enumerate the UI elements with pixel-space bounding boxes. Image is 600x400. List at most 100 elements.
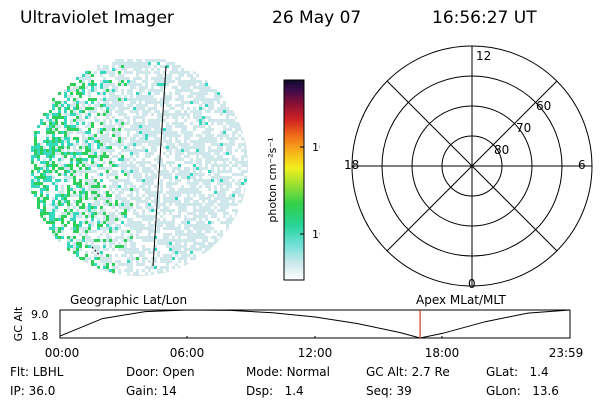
disk-pixel bbox=[166, 245, 169, 248]
disk-pixel bbox=[121, 89, 124, 92]
disk-pixel bbox=[205, 137, 208, 140]
disk-pixel bbox=[169, 248, 172, 251]
disk-pixel bbox=[238, 179, 241, 182]
disk-pixel bbox=[112, 65, 115, 68]
disk-pixel bbox=[148, 206, 151, 209]
disk-pixel bbox=[142, 257, 145, 260]
disk-pixel bbox=[133, 188, 136, 191]
colorbar-tick-label-10: 10 bbox=[312, 228, 320, 241]
disk-pixel bbox=[196, 203, 199, 206]
disk-pixel bbox=[151, 170, 154, 173]
disk-pixel bbox=[229, 128, 232, 131]
disk-pixel bbox=[166, 77, 169, 80]
disk-pixel bbox=[82, 80, 85, 83]
disk-pixel bbox=[214, 176, 217, 179]
disk-pixel bbox=[148, 152, 151, 155]
disk-pixel bbox=[91, 224, 94, 227]
disk-pixel bbox=[181, 128, 184, 131]
disk-pixel bbox=[172, 248, 175, 251]
disk-pixel bbox=[130, 155, 133, 158]
disk-pixel bbox=[94, 194, 97, 197]
disk-pixel bbox=[196, 215, 199, 218]
disk-pixel bbox=[220, 146, 223, 149]
disk-pixel bbox=[226, 110, 229, 113]
disk-pixel bbox=[127, 251, 130, 254]
disk-pixel bbox=[106, 224, 109, 227]
disk-pixel bbox=[124, 206, 127, 209]
disk-pixel bbox=[175, 68, 178, 71]
disk-pixel bbox=[142, 80, 145, 83]
disk-pixel bbox=[214, 245, 217, 248]
disk-pixel bbox=[115, 182, 118, 185]
disk-pixel bbox=[205, 98, 208, 101]
disk-pixel bbox=[130, 221, 133, 224]
disk-pixel bbox=[115, 194, 118, 197]
disk-pixel bbox=[181, 176, 184, 179]
disk-pixel bbox=[175, 248, 178, 251]
disk-pixel bbox=[103, 155, 106, 158]
disk-pixel bbox=[130, 236, 133, 239]
disk-pixel bbox=[85, 215, 88, 218]
disk-pixel bbox=[130, 143, 133, 146]
disk-pixel bbox=[49, 152, 52, 155]
disk-pixel bbox=[124, 242, 127, 245]
disk-pixel bbox=[67, 212, 70, 215]
disk-pixel bbox=[46, 212, 49, 215]
disk-pixel bbox=[163, 254, 166, 257]
disk-pixel bbox=[34, 146, 37, 149]
disk-pixel bbox=[184, 83, 187, 86]
disk-pixel bbox=[169, 140, 172, 143]
disk-pixel bbox=[154, 98, 157, 101]
disk-pixel bbox=[121, 254, 124, 257]
disk-pixel bbox=[112, 263, 115, 266]
disk-pixel bbox=[163, 257, 166, 260]
disk-pixel bbox=[79, 107, 82, 110]
disk-pixel bbox=[100, 128, 103, 131]
disk-pixel bbox=[61, 221, 64, 224]
disk-pixel bbox=[184, 146, 187, 149]
disk-pixel bbox=[151, 209, 154, 212]
disk-pixel bbox=[169, 104, 172, 107]
disk-pixel bbox=[142, 251, 145, 254]
disk-pixel bbox=[187, 89, 190, 92]
ip-value: 36.0 bbox=[28, 384, 56, 398]
disk-pixel bbox=[154, 203, 157, 206]
disk-pixel bbox=[217, 134, 220, 137]
disk-pixel bbox=[70, 143, 73, 146]
disk-pixel bbox=[70, 155, 73, 158]
disk-pixel bbox=[37, 200, 40, 203]
disk-pixel bbox=[157, 143, 160, 146]
disk-pixel bbox=[40, 209, 43, 212]
disk-pixel bbox=[151, 227, 154, 230]
disk-pixel bbox=[199, 92, 202, 95]
disk-pixel bbox=[169, 260, 172, 263]
disk-pixel bbox=[58, 194, 61, 197]
disk-pixel bbox=[145, 101, 148, 104]
disk-pixel bbox=[232, 173, 235, 176]
disk-pixel bbox=[208, 227, 211, 230]
disk-pixel bbox=[220, 158, 223, 161]
timeline-xtick-label-00: 00:00 bbox=[45, 346, 80, 360]
disk-pixel bbox=[151, 218, 154, 221]
disk-pixel bbox=[70, 218, 73, 221]
disk-pixel bbox=[61, 194, 64, 197]
disk-pixel bbox=[175, 152, 178, 155]
disk-pixel bbox=[55, 233, 58, 236]
disk-pixel bbox=[199, 89, 202, 92]
disk-pixel bbox=[85, 152, 88, 155]
disk-pixel bbox=[112, 164, 115, 167]
disk-pixel bbox=[208, 89, 211, 92]
disk-pixel bbox=[151, 95, 154, 98]
disk-pixel bbox=[115, 266, 118, 269]
disk-pixel bbox=[190, 83, 193, 86]
disk-pixel bbox=[214, 152, 217, 155]
disk-pixel bbox=[73, 230, 76, 233]
disk-pixel bbox=[169, 257, 172, 260]
disk-pixel bbox=[178, 125, 181, 128]
disk-pixel bbox=[166, 173, 169, 176]
disk-pixel bbox=[241, 128, 244, 131]
disk-pixel bbox=[163, 209, 166, 212]
disk-pixel bbox=[124, 167, 127, 170]
disk-pixel bbox=[166, 110, 169, 113]
instrument-title: Ultraviolet Imager bbox=[20, 8, 174, 28]
